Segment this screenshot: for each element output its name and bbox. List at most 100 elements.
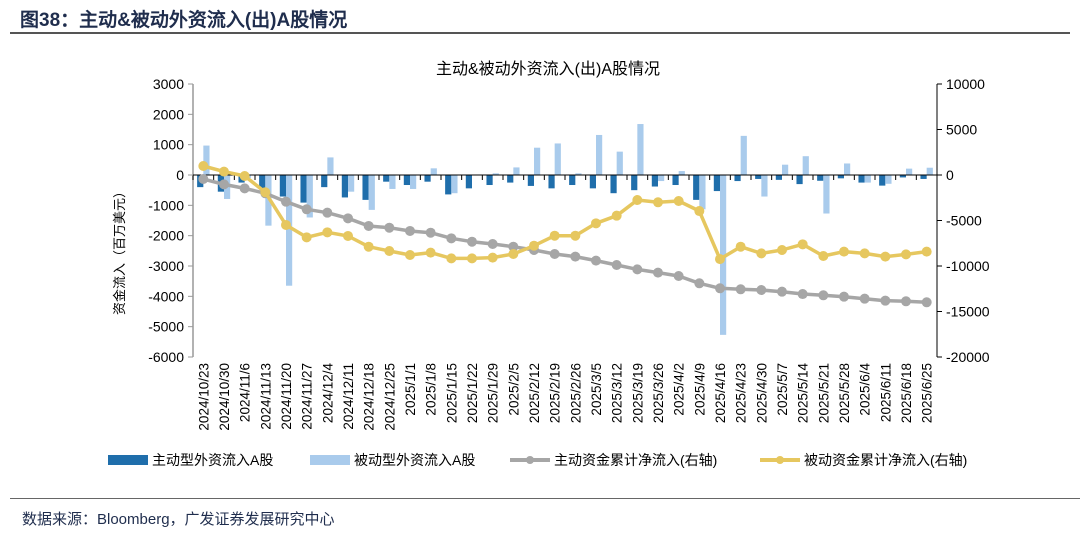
passive-cumulative-point <box>653 197 663 208</box>
passive-cumulative-point <box>425 247 436 258</box>
passive-cumulative-point <box>818 250 829 261</box>
y2-tick-label: -15000 <box>946 304 990 320</box>
passive-cumulative-point <box>405 249 415 260</box>
active-cumulative-point <box>777 286 787 297</box>
passive-cumulative-point <box>694 206 705 217</box>
y2-tick-label: 0 <box>946 167 954 183</box>
y-tick-label: -4000 <box>148 288 184 304</box>
active-cumulative-point <box>508 241 519 252</box>
active-cumulative-point <box>859 293 870 304</box>
passive-bar <box>554 143 561 175</box>
x-tick-label: 2025/4/2 <box>672 363 687 416</box>
passive-cumulative-point <box>570 230 581 241</box>
passive-cumulative-point <box>322 227 333 238</box>
active-bar <box>672 175 679 186</box>
y2-tick-label: 5000 <box>946 122 977 138</box>
passive-cumulative-point <box>632 195 643 206</box>
active-bar <box>837 175 844 179</box>
active-cumulative-point <box>425 227 436 238</box>
x-tick-label: 2025/1/1 <box>403 363 418 416</box>
x-tick-label: 2024/11/6 <box>238 363 253 422</box>
x-tick-label: 2024/11/27 <box>300 363 315 430</box>
x-tick-label: 2025/5/14 <box>796 363 811 424</box>
passive-cumulative-point <box>859 248 870 259</box>
passive-cumulative-point <box>611 210 622 221</box>
active-cumulative-point <box>343 213 353 224</box>
passive-bar <box>844 163 851 175</box>
active-bar <box>465 175 472 189</box>
legend-swatch <box>108 455 148 465</box>
x-tick-label: 2025/6/25 <box>920 363 935 423</box>
active-bar <box>403 175 410 186</box>
y-tick-label: -1000 <box>148 197 184 213</box>
passive-bar <box>885 175 892 184</box>
legend-swatch <box>310 455 350 465</box>
active-cumulative-point <box>239 183 250 194</box>
active-cumulative-point <box>467 236 477 247</box>
x-tick-label: 2024/12/18 <box>362 363 377 431</box>
passive-bar <box>203 145 210 175</box>
x-tick-label: 2024/10/30 <box>217 363 232 431</box>
y-axis-label: 资金流入（百万美元） <box>112 185 127 315</box>
active-bar <box>362 175 369 200</box>
active-cumulative-point <box>363 220 374 231</box>
passive-bar <box>616 151 623 175</box>
x-tick-label: 2025/4/9 <box>692 363 707 416</box>
legend-label: 主动型外资流入A股 <box>152 452 273 468</box>
bottom-divider <box>10 498 1080 499</box>
active-cumulative-point <box>880 295 891 306</box>
legend-label: 被动资金累计净流入(右轴) <box>804 452 967 468</box>
legend-label: 被动型外资流入A股 <box>354 452 475 468</box>
active-bar <box>899 175 906 178</box>
x-tick-label: 2025/5/7 <box>775 363 790 416</box>
passive-bar <box>575 173 582 175</box>
active-bar <box>817 175 824 181</box>
y-tick-label: -3000 <box>148 258 184 274</box>
y-tick-label: -6000 <box>148 349 184 365</box>
x-tick-label: 2025/2/19 <box>548 363 563 423</box>
figure-label: 图38：主动&被动外资流入(出)A股情况 <box>20 10 348 31</box>
active-cumulative-point <box>322 207 333 218</box>
passive-cumulative-point <box>446 253 457 264</box>
active-cumulative-point <box>818 290 829 301</box>
passive-bar <box>513 167 520 175</box>
passive-bar <box>327 157 334 175</box>
legend-marker <box>526 456 534 464</box>
x-tick-label: 2025/2/26 <box>568 363 583 423</box>
active-bar <box>321 175 328 188</box>
active-cumulative-point <box>694 278 705 289</box>
active-bar <box>858 175 865 183</box>
active-cumulative-point <box>219 179 229 190</box>
passive-bar <box>761 175 768 197</box>
passive-bar <box>802 156 809 175</box>
passive-bar <box>740 135 747 175</box>
passive-cumulative-point <box>384 245 395 256</box>
passive-cumulative-point <box>363 241 374 252</box>
passive-cumulative-point <box>239 171 250 182</box>
x-tick-label: 2025/5/28 <box>837 363 852 423</box>
y2-tick-label: -10000 <box>946 258 990 274</box>
legend-item: 主动型外资流入A股 <box>108 452 273 468</box>
x-tick-label: 2025/2/12 <box>527 363 542 423</box>
passive-bar <box>430 168 437 175</box>
active-cumulative-point <box>797 289 808 300</box>
passive-cumulative-point <box>467 253 477 264</box>
x-tick-label: 2025/3/5 <box>589 363 604 416</box>
x-tick-label: 2025/1/15 <box>444 363 459 423</box>
active-bar <box>631 175 638 191</box>
passive-cumulative-point <box>219 166 229 177</box>
active-cumulative-point <box>839 291 849 302</box>
passive-bar <box>451 175 458 194</box>
active-cumulative-point <box>281 196 291 207</box>
passive-cumulative-point <box>591 218 601 229</box>
x-tick-label: 2025/6/4 <box>858 363 873 416</box>
active-bar <box>879 175 886 186</box>
active-cumulative-point <box>405 225 415 236</box>
x-tick-label: 2024/10/23 <box>196 363 211 431</box>
y2-tick-label: 10000 <box>946 76 985 92</box>
x-tick-label: 2024/12/4 <box>320 363 335 424</box>
active-bar <box>693 175 700 200</box>
passive-bar <box>306 175 313 218</box>
active-cumulative-point <box>198 174 209 185</box>
legend-item: 主动资金累计净流入(右轴) <box>510 452 717 468</box>
